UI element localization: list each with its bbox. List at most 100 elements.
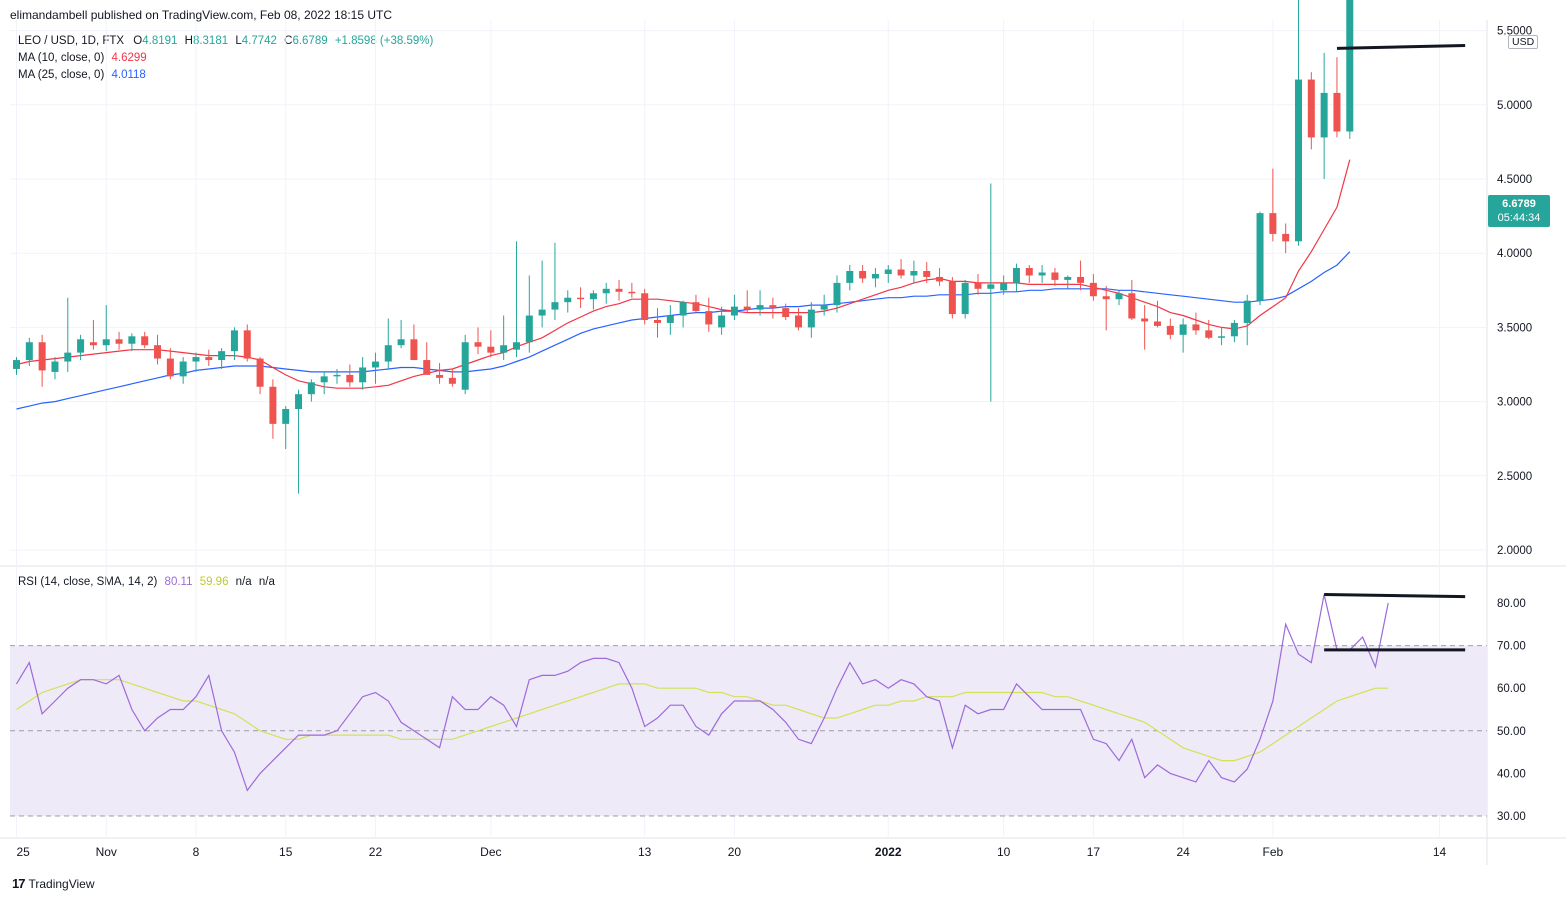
candle — [359, 357, 367, 390]
candle-body — [641, 293, 649, 320]
price-tick-label: 4.0000 — [1497, 248, 1532, 260]
candle — [743, 290, 751, 313]
candle-body — [192, 357, 200, 362]
candle-body — [718, 315, 726, 328]
candle — [487, 330, 495, 358]
time-tick-label: 10 — [997, 845, 1011, 859]
candle — [1282, 223, 1290, 254]
candle-body — [154, 345, 162, 359]
candle-body — [64, 352, 72, 362]
candle — [641, 288, 649, 325]
time-tick-label: 25 — [17, 845, 31, 859]
candle-body — [423, 360, 431, 375]
candle-body — [1089, 282, 1097, 297]
rsi-sma-value: 59.96 — [199, 576, 229, 588]
candle — [256, 357, 264, 395]
candle — [551, 242, 559, 320]
candle-body — [51, 361, 59, 372]
candle-body — [115, 339, 123, 344]
bar-countdown: 05:44:34 — [1497, 212, 1541, 224]
candle-body — [1179, 324, 1187, 335]
candle — [461, 334, 469, 395]
candle-body — [397, 339, 405, 346]
candle-body — [38, 342, 46, 371]
candle-body — [705, 311, 713, 325]
candle — [1025, 265, 1033, 283]
candle-body — [141, 336, 149, 346]
candle — [795, 308, 803, 331]
candle-body — [1025, 268, 1033, 276]
candle-body — [89, 342, 97, 346]
candle — [192, 352, 200, 372]
candle-body — [910, 271, 918, 276]
candle-body — [1192, 324, 1200, 331]
currency-badge[interactable]: USD — [1508, 35, 1539, 49]
candle-body — [846, 271, 854, 283]
candle — [910, 260, 918, 283]
candle-body — [730, 306, 738, 316]
time-tick-label: 8 — [193, 845, 200, 859]
candle-body — [615, 288, 623, 292]
candle — [1166, 318, 1174, 340]
candle — [1012, 263, 1020, 292]
open-value: 4.8191 — [142, 35, 178, 47]
candle — [128, 333, 136, 352]
candle — [1269, 168, 1277, 242]
rsi-tick-label: 30.00 — [1497, 811, 1526, 823]
rsi-tick-label: 60.00 — [1497, 683, 1526, 695]
candle-body — [1333, 92, 1341, 132]
candle — [961, 279, 969, 319]
candle — [205, 349, 213, 366]
candle — [51, 357, 59, 380]
ma10-label: MA (10, close, 0) — [18, 52, 105, 64]
last-price-tag: 6.6789 05:44:34 — [1488, 195, 1550, 227]
candle-body — [1243, 300, 1251, 323]
candle-body — [1256, 213, 1264, 301]
candle — [1346, 0, 1354, 139]
ma10-line — [16, 159, 1351, 389]
close-value: 6.6789 — [292, 35, 328, 47]
tradingview-logo[interactable]: 17 TradingView — [12, 876, 95, 891]
candle-body — [564, 297, 572, 303]
candle-body — [179, 361, 187, 377]
candle — [512, 241, 520, 358]
candle — [602, 282, 610, 304]
candle — [1153, 300, 1161, 328]
candle — [179, 357, 187, 384]
candle-body — [1051, 272, 1059, 280]
candle — [666, 305, 674, 335]
candle — [859, 265, 867, 283]
candle-body — [1282, 233, 1290, 242]
candle-body — [218, 351, 226, 361]
candle-body — [1102, 296, 1110, 300]
candle-body — [243, 330, 251, 359]
candle — [295, 389, 303, 494]
candle — [705, 297, 713, 332]
candle-body — [269, 386, 277, 424]
candle — [269, 379, 277, 439]
candle — [25, 337, 33, 366]
candle-body — [974, 282, 982, 289]
candle-body — [756, 305, 764, 310]
candle — [756, 290, 764, 316]
candle — [1077, 260, 1085, 291]
price-tick-label: 5.0000 — [1497, 100, 1532, 112]
candle-body — [474, 342, 482, 347]
candle — [820, 294, 828, 316]
candle — [384, 318, 392, 369]
rsi-tick-label: 80.00 — [1497, 598, 1526, 610]
candle — [397, 319, 405, 349]
open-label: O — [133, 35, 143, 47]
time-tick-label: 2022 — [875, 845, 902, 859]
candle — [654, 308, 661, 338]
time-tick-label: 22 — [369, 845, 383, 859]
candle — [948, 276, 956, 319]
candle-body — [961, 282, 969, 315]
candle-body — [589, 293, 597, 300]
candle — [115, 331, 123, 350]
candle-body — [487, 346, 495, 353]
rsi-legend: RSI (14, close, SMA, 14, 2) 80.11 59.96 … — [18, 576, 275, 588]
candle — [1051, 268, 1059, 286]
time-tick-label: 15 — [279, 845, 293, 859]
